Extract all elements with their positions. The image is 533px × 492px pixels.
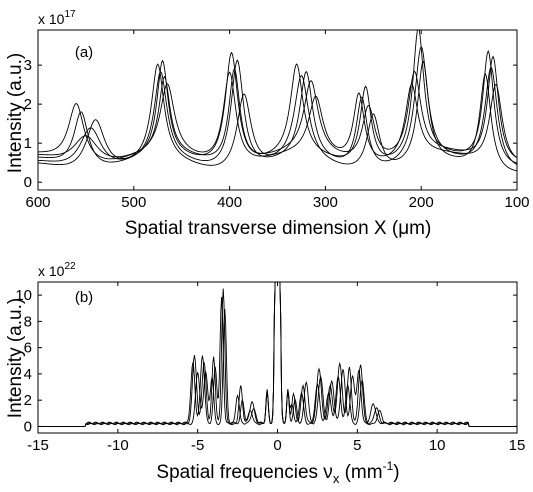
y-axis-label-b: Intensity (a.u.) [5, 298, 26, 418]
x-tick-label-a-2: 400 [217, 194, 242, 211]
x-tick-label-a-1: 500 [121, 194, 146, 211]
plot-frame-a [37, 29, 518, 191]
x-axis-label-b-base: Spatial frequencies ν [156, 462, 332, 483]
y-tick-label-b-2: 4 [24, 366, 32, 383]
x-tick-label-a-4: 200 [409, 194, 434, 211]
y-tick-label-a-0: 0 [24, 174, 32, 191]
x-tick-label-b-3: 0 [273, 437, 281, 454]
y-tick-label-b-1: 2 [24, 392, 32, 409]
x-axis-label-b-close: ) [393, 462, 399, 483]
x-axis-label-b: Spatial frequencies νx (mm-1) [156, 459, 399, 486]
plot-frame-b [37, 281, 518, 434]
y-tick-label-b-3: 6 [24, 340, 32, 357]
panel-label-b: (b) [75, 289, 93, 306]
x-tick-label-b-5: 10 [429, 437, 446, 454]
y-multiplier-base-b: x 10 [38, 263, 65, 279]
ticks-b: -15 -10 -5 0 5 10 15 0 2 4 6 8 10 [15, 282, 525, 454]
x-tick-label-b-4: 5 [353, 437, 361, 454]
ticks-a: 600 500 400 300 200 100 0 1 2 3 [24, 30, 530, 211]
y-tick-label-a-3: 3 [24, 57, 32, 74]
y-tick-label-b-0: 0 [24, 418, 32, 435]
x-tick-label-b-2: -5 [191, 437, 204, 454]
series-line-b-1 [38, 281, 517, 427]
y-tick-label-b-5: 10 [15, 287, 32, 304]
y-tick-label-a-1: 1 [24, 135, 32, 152]
panel-a: 600 500 400 300 200 100 0 1 2 3 (a) x 1017 Spatia… [5, 9, 530, 239]
y-multiplier-b: x 1022 [38, 261, 76, 279]
series-line-b-0 [38, 281, 517, 427]
x-axis-label-a: Spatial transverse dimension X (μm) [125, 218, 432, 239]
series-line-b-2 [38, 281, 517, 427]
y-multiplier-exp-a: 17 [64, 9, 76, 20]
series-b [38, 281, 517, 427]
series-line-a-4 [37, 71, 518, 159]
x-tick-label-a-0: 600 [25, 194, 50, 211]
y-multiplier-a: x 1017 [38, 9, 76, 27]
y-multiplier-base-a: x 10 [38, 11, 65, 27]
series-line-a-0 [37, 29, 518, 164]
x-axis-label-b-unit: (mm [339, 462, 382, 483]
series-line-a-2 [37, 55, 518, 160]
x-tick-label-b-6: 15 [509, 437, 526, 454]
series-line-a-3 [37, 60, 518, 172]
y-multiplier-exp-b: 22 [64, 261, 76, 272]
x-axis-label-b-sub: x [333, 471, 340, 486]
x-tick-label-b-0: -15 [27, 437, 49, 454]
y-axis-label-a: Intensity (a.u.) [5, 53, 26, 173]
x-axis-label-b-unit-exp: -1 [383, 459, 394, 473]
series-line-a-1 [37, 45, 518, 165]
series-a [37, 29, 518, 172]
x-tick-label-a-5: 100 [504, 194, 529, 211]
x-tick-label-a-3: 300 [313, 194, 338, 211]
x-tick-label-b-1: -10 [107, 437, 129, 454]
y-tick-label-a-2: 2 [24, 96, 32, 113]
panel-label-a: (a) [75, 44, 93, 61]
panel-b: -15 -10 -5 0 5 10 15 0 2 4 6 8 10 (b) x 1022 Spatial… [5, 261, 525, 486]
y-tick-label-b-4: 8 [24, 313, 32, 330]
